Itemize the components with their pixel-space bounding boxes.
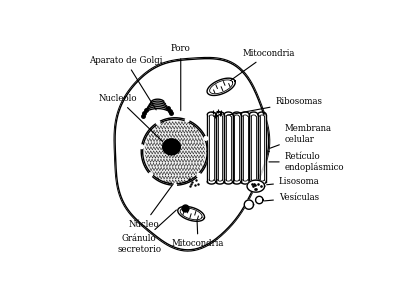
Circle shape xyxy=(173,183,176,187)
Circle shape xyxy=(149,173,152,176)
Polygon shape xyxy=(247,180,264,192)
Polygon shape xyxy=(178,206,204,221)
Circle shape xyxy=(140,145,144,148)
Polygon shape xyxy=(141,118,209,185)
Circle shape xyxy=(204,136,208,140)
Text: Mitocondria: Mitocondria xyxy=(230,49,295,81)
Text: Vesículas: Vesículas xyxy=(264,193,319,202)
Text: Retículo
endoplásmico: Retículo endoplásmico xyxy=(269,152,344,172)
Text: Gránulo
secretorio: Gránulo secretorio xyxy=(117,210,176,254)
Circle shape xyxy=(197,173,201,177)
Polygon shape xyxy=(244,200,254,209)
Text: Nucleolo: Nucleolo xyxy=(99,94,162,142)
Text: Ribosomas: Ribosomas xyxy=(227,97,322,115)
Text: Lisosoma: Lisosoma xyxy=(267,177,320,186)
Polygon shape xyxy=(207,115,266,182)
Polygon shape xyxy=(207,78,235,95)
Polygon shape xyxy=(115,58,269,250)
Polygon shape xyxy=(163,139,180,155)
Text: Membrana
celular: Membrana celular xyxy=(270,124,332,148)
Polygon shape xyxy=(143,119,207,184)
Circle shape xyxy=(185,118,189,122)
Text: Aparato de Golgi: Aparato de Golgi xyxy=(89,56,162,110)
Polygon shape xyxy=(114,58,270,251)
Text: Mitocondria: Mitocondria xyxy=(172,220,224,248)
Text: Poro: Poro xyxy=(171,44,191,111)
Circle shape xyxy=(156,121,160,124)
Text: Núcleo: Núcleo xyxy=(128,184,173,229)
Polygon shape xyxy=(256,196,263,204)
